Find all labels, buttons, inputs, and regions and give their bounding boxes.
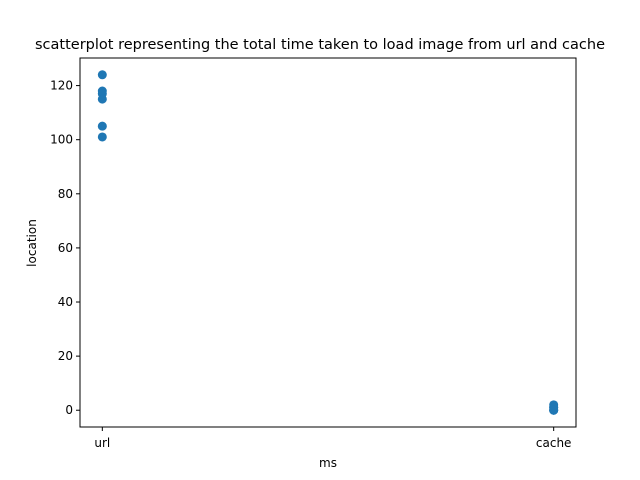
chart-title: scatterplot representing the total time … [35, 37, 605, 53]
y-axis: 0 20 40 60 80 100 120 [50, 79, 80, 417]
y-tick-label: 40 [58, 295, 73, 309]
y-axis-label: location [25, 219, 39, 267]
data-point [549, 405, 559, 415]
data-point [97, 132, 107, 142]
y-tick-label: 60 [58, 241, 73, 255]
y-tick-label: 120 [50, 79, 73, 93]
x-axis: url cache [94, 427, 571, 450]
x-tick-label: url [94, 436, 110, 450]
y-tick-label: 80 [58, 187, 73, 201]
y-tick-label: 100 [50, 133, 73, 147]
data-point [97, 70, 107, 80]
plot-marks [97, 70, 559, 415]
plot-frame [79, 57, 577, 428]
data-point [97, 121, 107, 131]
data-point [97, 94, 107, 104]
x-tick-label: cache [536, 436, 572, 450]
x-axis-label: ms [319, 456, 337, 470]
y-tick-label: 0 [65, 403, 73, 417]
y-tick-label: 20 [58, 349, 73, 363]
